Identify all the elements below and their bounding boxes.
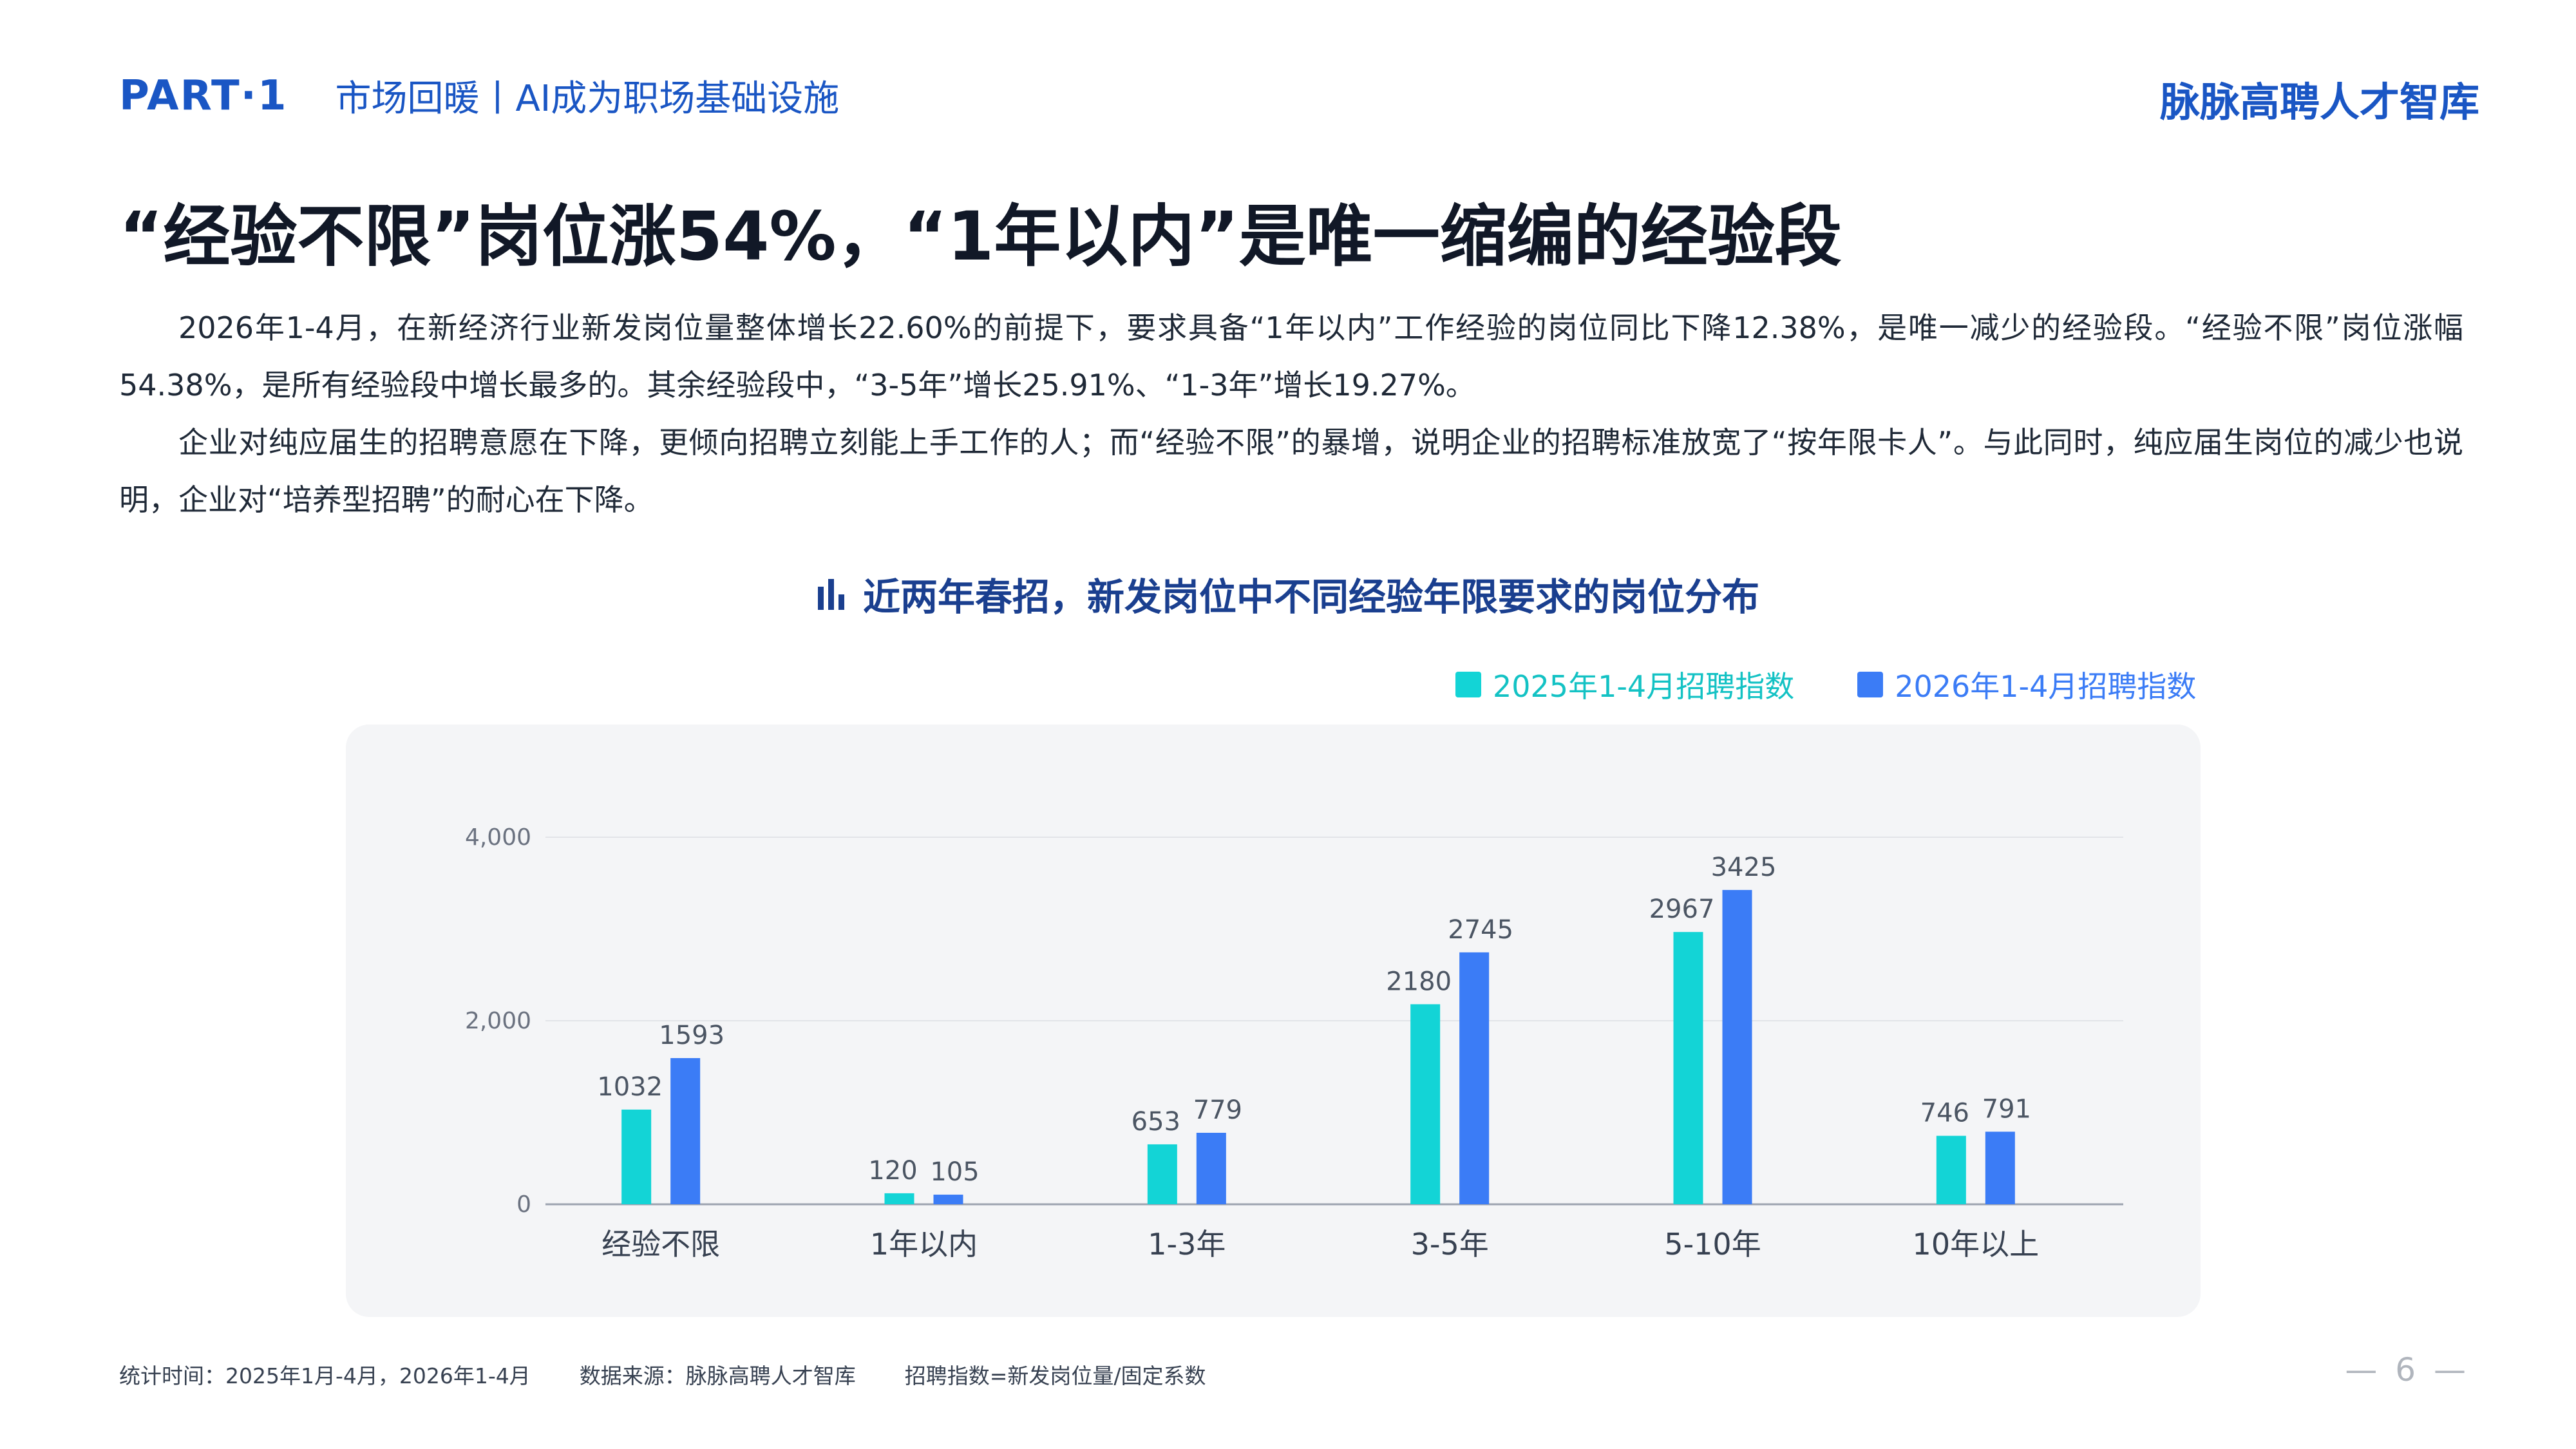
bar-chart-icon <box>817 579 844 610</box>
data-label-2025: 1032 <box>597 1072 663 1102</box>
paragraph-1: 2026年1-4月，在新经济行业新发岗位量整体增长22.60%的前提下，要求具备… <box>119 310 2463 402</box>
bar-2025 <box>1673 932 1703 1204</box>
data-label-2025: 2967 <box>1649 895 1715 924</box>
chart-legend: 2025年1-4月招聘指数 2026年1-4月招聘指数 <box>1455 663 2259 706</box>
bar-2025 <box>1147 1144 1177 1204</box>
legend-item-2025: 2025年1-4月招聘指数 <box>1455 663 1794 706</box>
data-label-2026: 105 <box>930 1157 979 1187</box>
y-tick-label: 2,000 <box>465 1008 531 1034</box>
bar-2026 <box>1722 889 1752 1204</box>
x-tick-label: 10年以上 <box>1913 1227 2040 1262</box>
legend-swatch-2025 <box>1455 672 1481 697</box>
bar-2026 <box>1985 1132 2015 1204</box>
x-tick-label: 1年以内 <box>870 1227 978 1262</box>
bar-2026 <box>933 1195 963 1204</box>
bar-chart: 0 2,000 4,000 1032 1593 经验不限 120 105 1年以内 653 779 1… <box>465 824 2123 1262</box>
data-label-2026: 1593 <box>659 1021 724 1050</box>
data-label-2025: 120 <box>868 1156 917 1186</box>
footnote-definition: 招聘指数=新发岗位量/固定系数 <box>904 1363 1206 1388</box>
data-label-2026: 2745 <box>1448 915 1513 945</box>
data-label-2026: 3425 <box>1711 853 1777 882</box>
header-left: PART·1 市场回暖丨AI成为职场基础设施 <box>119 70 839 122</box>
part-label: PART·1 <box>119 71 288 120</box>
x-tick-label: 5-10年 <box>1664 1227 1761 1262</box>
x-tick-label: 3-5年 <box>1411 1227 1489 1262</box>
bar-2026 <box>670 1057 701 1204</box>
legend-swatch-2026 <box>1857 672 1884 697</box>
y-tick-label: 4,000 <box>465 824 531 851</box>
legend-label-2026: 2026年1-4月招聘指数 <box>1895 669 2197 704</box>
y-tick-label: 0 <box>516 1191 531 1218</box>
bar-2025 <box>621 1109 652 1204</box>
bar-2025 <box>1410 1004 1441 1204</box>
chart-title: 近两年春招，新发岗位中不同经验年限要求的岗位分布 <box>862 575 1759 619</box>
page-number: — 6 — <box>2345 1351 2470 1388</box>
footnote-stat-time: 统计时间：2025年1月-4月，2026年1-4月 <box>119 1363 531 1388</box>
bar-2025 <box>884 1193 914 1204</box>
footnote: 统计时间：2025年1月-4月，2026年1-4月 数据来源：脉脉高聘人才智库 … <box>119 1359 1255 1390</box>
paragraph-2: 企业对纯应届生的招聘意愿在下降，更倾向招聘立刻能上手工作的人；而“经验不限”的暴… <box>119 425 2463 517</box>
legend-item-2026: 2026年1-4月招聘指数 <box>1857 663 2196 706</box>
chart-title-row: 近两年春招，新发岗位中不同经验年限要求的岗位分布 <box>0 567 2576 621</box>
bar-2025 <box>1936 1135 1966 1204</box>
chart-panel: 0 2,000 4,000 1032 1593 经验不限 120 105 1年以内 653 779 1… <box>346 724 2201 1317</box>
data-label-2026: 791 <box>1982 1094 2031 1124</box>
x-tick-label: 经验不限 <box>601 1227 720 1262</box>
data-label-2026: 779 <box>1193 1095 1242 1125</box>
data-label-2025: 746 <box>1920 1099 1969 1128</box>
data-label-2025: 2180 <box>1386 967 1452 996</box>
section-title: 市场回暖丨AI成为职场基础设施 <box>335 78 840 120</box>
legend-label-2025: 2025年1-4月招聘指数 <box>1493 669 1795 704</box>
body-text: 2026年1-4月，在新经济行业新发岗位量整体增长22.60%的前提下，要求具备… <box>119 299 2463 529</box>
brand-name: 脉脉高聘人才智库 <box>2159 79 2479 126</box>
x-tick-label: 1-3年 <box>1148 1227 1226 1262</box>
footnote-source: 数据来源：脉脉高聘人才智库 <box>579 1363 856 1388</box>
bar-2026 <box>1459 952 1490 1204</box>
bar-2026 <box>1196 1132 1226 1204</box>
page-headline: “经验不限”岗位涨54%，“1年以内”是唯一缩编的经验段 <box>119 197 1842 276</box>
data-label-2025: 653 <box>1132 1107 1180 1137</box>
